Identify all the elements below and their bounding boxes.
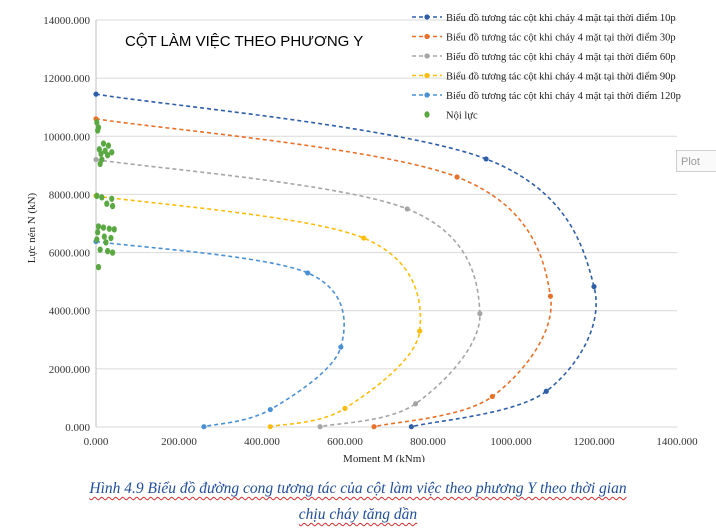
noi-luc-point [95, 263, 102, 271]
legend: Biểu đồ tương tác cột khi cháy 4 mặt tại… [412, 13, 681, 122]
x-axis-label: Moment M (kNm) [343, 453, 425, 462]
legend-marker-6 [424, 111, 430, 118]
series-point-4 [267, 424, 273, 430]
legend-marker-2 [424, 33, 430, 40]
noi-luc-point [109, 195, 115, 202]
chart-title: CỘT LÀM VIỆC THEO PHƯƠNG Y [125, 33, 363, 50]
legend-label-4: Biểu đồ tương tác cột khi cháy 4 mặt tại… [446, 72, 676, 83]
series-point-5 [338, 344, 344, 350]
noi-luc-point [100, 224, 107, 231]
noi-luc-point [108, 234, 114, 242]
series-point-1 [543, 388, 549, 394]
series-point-1 [591, 283, 597, 290]
legend-label-5: Biểu đồ tương tác cột khi cháy 4 mặt tại… [446, 91, 681, 102]
noi-luc-point [95, 127, 101, 134]
grid-layer [96, 19, 677, 428]
plot-tab[interactable]: Plot [676, 150, 716, 172]
series-point-5 [305, 270, 311, 276]
y-tick-label: 2000.000 [49, 364, 91, 376]
noi-luc-point [94, 236, 100, 243]
series-line-2 [95, 118, 552, 428]
series-point-2 [489, 393, 495, 400]
x-tick-label: 1200.000 [573, 436, 615, 448]
legend-label-6: Nội lực [446, 111, 478, 122]
legend-marker-1 [424, 14, 430, 20]
series-point-2 [547, 293, 554, 299]
y-tick-label: 4000.000 [49, 306, 91, 318]
series-point-1 [483, 156, 489, 162]
series-point-3 [317, 424, 323, 430]
noi-luc-point [94, 119, 100, 126]
noi-luc-point [98, 150, 104, 157]
noi-luc-point [95, 223, 102, 230]
series-point-4 [342, 405, 348, 411]
series-line-1 [95, 93, 597, 428]
noi-luc-point [109, 149, 115, 156]
noi-luc-point [100, 140, 107, 147]
y-tick-label: 10000.000 [43, 131, 90, 143]
series-point-2 [454, 174, 460, 180]
noi-luc-point [99, 194, 105, 201]
chart-svg: 0.000 2000.000 4000.000 6000.000 8000.000 100… [26, 13, 698, 465]
noi-luc-point [94, 192, 100, 200]
x-tick-label: 200.000 [161, 436, 197, 448]
series-point-1 [93, 91, 99, 97]
noi-luc-point [110, 249, 116, 256]
legend-marker-3 [424, 53, 430, 59]
series-point-3 [477, 311, 483, 317]
noi-luc-point [104, 200, 110, 207]
series-point-5 [201, 424, 207, 430]
series-layer [93, 91, 597, 430]
noi-luc-point [105, 247, 111, 255]
series-point-5 [267, 406, 273, 413]
figure-caption: Hình 4.9 Biểu đồ đường cong tương tác củ… [0, 476, 716, 528]
legend-marker-5 [424, 92, 430, 98]
series-line-5 [95, 240, 345, 428]
x-tick-label: 400.000 [244, 436, 280, 448]
noi-luc-point [110, 202, 116, 210]
caption-line-1: Hình 4.9 Biểu đồ đường cong tương tác củ… [89, 480, 627, 497]
legend-label-3: Biểu đồ tương tác cột khi cháy 4 mặt tại… [446, 52, 676, 63]
series-point-1 [408, 424, 414, 430]
x-tick-label: 800.000 [410, 436, 446, 448]
noi-luc-point [105, 142, 112, 149]
legend-marker-4 [424, 72, 430, 79]
noi-luc-point [101, 233, 107, 240]
legend-label-2: Biểu đồ tương tác cột khi cháy 4 mặt tại… [446, 33, 676, 44]
series-line-3 [95, 158, 481, 428]
x-tick-label: 0.000 [84, 436, 109, 448]
legend-label-1: Biểu đồ tương tác cột khi cháy 4 mặt tại… [446, 13, 676, 24]
series-point-3 [412, 401, 419, 407]
y-tick-label: 0.000 [65, 422, 90, 434]
axis-layer: 0.000 2000.000 4000.000 6000.000 8000.000 100… [43, 15, 698, 448]
series-point-2 [371, 424, 377, 430]
series-point-4 [361, 235, 367, 241]
y-tick-label: 12000.000 [43, 73, 90, 85]
noi-luc-point [106, 225, 112, 232]
noi-luc-point [111, 226, 117, 233]
y-axis-label: Lực nén N (kN) [26, 192, 38, 263]
noi-luc-point [103, 239, 109, 246]
noi-luc-point [97, 246, 103, 253]
x-tick-label: 1400.000 [656, 436, 698, 448]
x-tick-label: 1000.000 [490, 436, 532, 448]
y-tick-label: 6000.000 [49, 248, 91, 260]
series-point-3 [93, 156, 99, 163]
y-tick-label: 8000.000 [49, 189, 91, 201]
interaction-chart: 0.000 2000.000 4000.000 6000.000 8000.000 100… [26, 13, 698, 465]
series-line-4 [95, 195, 422, 428]
caption-line-2: chịu cháy tăng dần [298, 506, 418, 523]
series-point-4 [417, 328, 423, 334]
y-tick-label: 14000.000 [43, 15, 90, 27]
x-tick-label: 600.000 [327, 436, 363, 448]
noi-luc-point [95, 229, 101, 236]
noi-luc-point [105, 151, 111, 159]
series-point-3 [404, 206, 410, 212]
noi-luc-point [97, 160, 103, 168]
